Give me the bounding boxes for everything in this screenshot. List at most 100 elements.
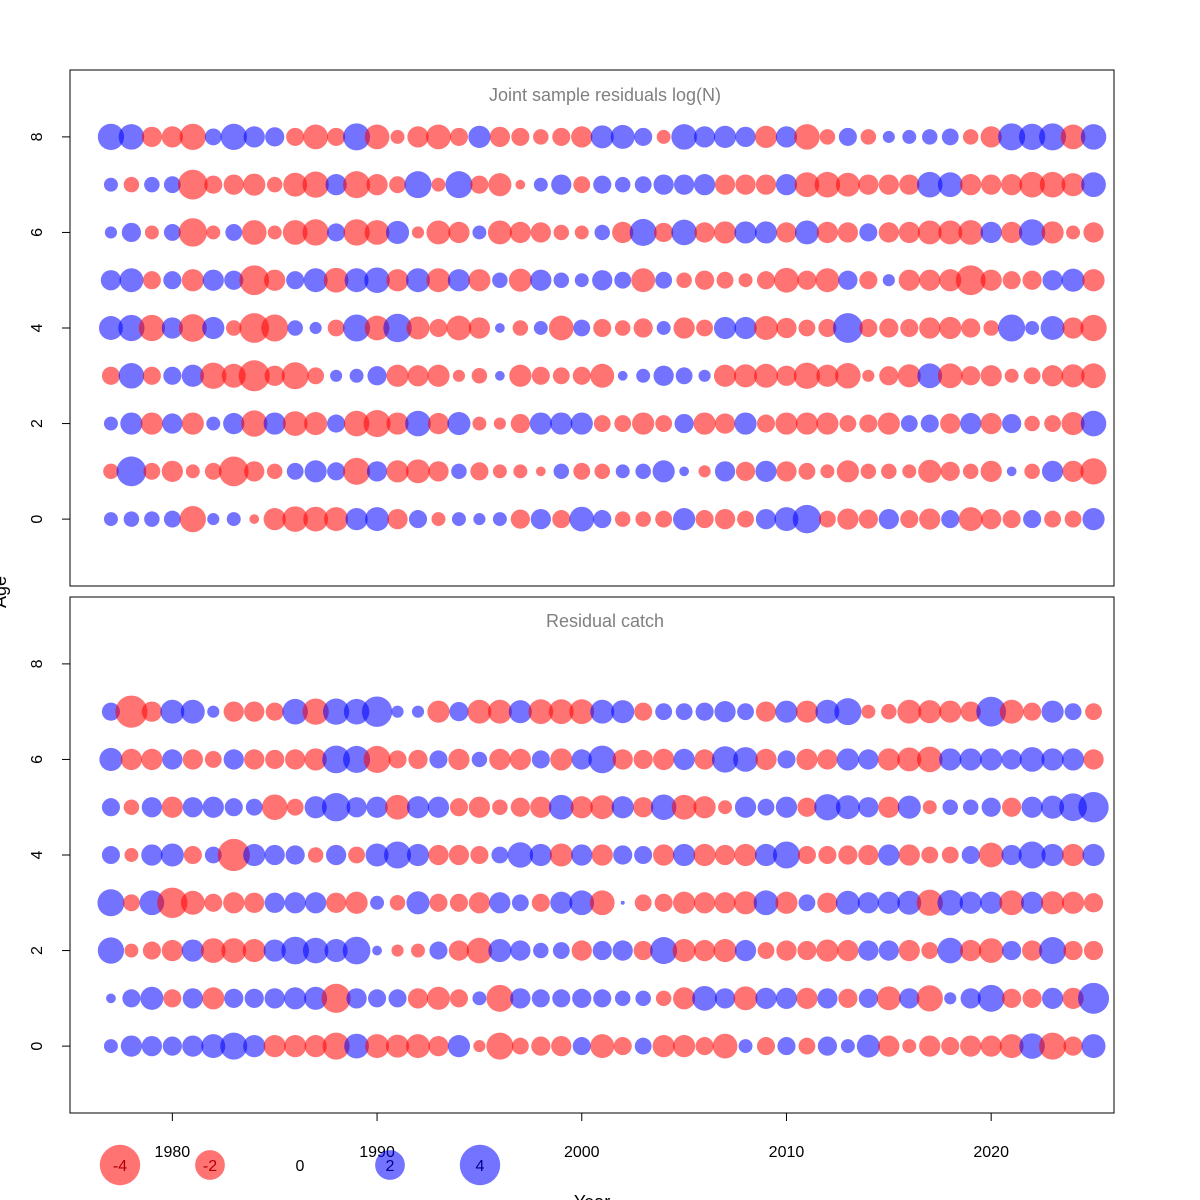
residual-bubble bbox=[182, 749, 203, 770]
residual-bubble bbox=[387, 508, 408, 530]
residual-bubble bbox=[980, 460, 1002, 482]
residual-bubble bbox=[654, 222, 674, 243]
residual-bubble bbox=[161, 126, 183, 148]
residual-bubble bbox=[471, 751, 488, 768]
residual-bubble bbox=[613, 1037, 632, 1056]
residual-bubble bbox=[714, 988, 736, 1009]
residual-bubble bbox=[404, 171, 432, 199]
residual-bubble bbox=[900, 415, 918, 432]
residual-bubble bbox=[1078, 792, 1109, 823]
residual-bubble bbox=[1061, 891, 1085, 914]
residual-bubble bbox=[370, 895, 385, 910]
residual-bubble bbox=[304, 748, 327, 771]
residual-bubble bbox=[838, 270, 858, 290]
residual-bubble bbox=[696, 319, 714, 337]
residual-bubble bbox=[466, 937, 493, 964]
residual-bubble bbox=[384, 841, 412, 869]
residual-bubble bbox=[734, 221, 757, 244]
residual-bubble bbox=[939, 316, 962, 340]
residual-bubble bbox=[281, 362, 309, 390]
residual-bubble bbox=[218, 456, 249, 487]
residual-bubble bbox=[776, 317, 797, 339]
residual-bubble bbox=[655, 510, 673, 528]
residual-bubble bbox=[162, 749, 183, 770]
residual-bubble bbox=[345, 508, 368, 531]
residual-bubble bbox=[447, 412, 471, 436]
residual-bubble bbox=[426, 986, 451, 1010]
residual-bubble bbox=[1061, 268, 1085, 292]
residual-bubble bbox=[916, 889, 943, 916]
residual-bubble bbox=[343, 314, 371, 342]
residual-bubble bbox=[239, 265, 270, 296]
residual-bubble bbox=[919, 317, 941, 339]
residual-bubble bbox=[636, 368, 651, 383]
residual-bubble bbox=[141, 844, 163, 866]
residual-bubble bbox=[878, 1035, 900, 1057]
residual-bubble bbox=[620, 900, 625, 905]
residual-bubble bbox=[754, 843, 778, 867]
residual-bubble bbox=[97, 937, 125, 964]
residual-bubble bbox=[207, 705, 220, 718]
residual-bubble bbox=[838, 988, 858, 1008]
residual-bubble bbox=[1082, 843, 1105, 867]
residual-bubble bbox=[179, 123, 206, 151]
residual-bubble bbox=[941, 846, 959, 864]
residual-bubble bbox=[834, 698, 862, 726]
legend-label: -2 bbox=[203, 1158, 217, 1175]
residual-bubble bbox=[530, 508, 551, 530]
residual-bubble bbox=[899, 988, 920, 1009]
panel-bottom-bubbles bbox=[97, 695, 1110, 1060]
residual-bubble bbox=[571, 749, 592, 770]
residual-bubble bbox=[878, 222, 899, 243]
residual-bubble bbox=[959, 891, 982, 914]
residual-bubble bbox=[160, 843, 184, 867]
residual-bubble bbox=[261, 314, 289, 342]
residual-bubble bbox=[223, 892, 245, 914]
residual-bubble bbox=[569, 890, 595, 916]
residual-bubble bbox=[753, 890, 779, 916]
residual-bubble bbox=[917, 220, 942, 245]
residual-bubble bbox=[103, 1039, 118, 1054]
residual-bubble bbox=[552, 367, 570, 385]
residual-bubble bbox=[733, 891, 758, 915]
residual-bubble bbox=[593, 510, 612, 529]
residual-bubble bbox=[1085, 703, 1102, 721]
residual-bubble bbox=[472, 416, 487, 431]
residual-bubble bbox=[590, 1034, 615, 1059]
panel-bottom-y-axis: 0 2 4 6 8 bbox=[29, 659, 70, 1051]
residual-bubble bbox=[365, 843, 389, 867]
residual-bubble bbox=[941, 510, 960, 529]
residual-bubble bbox=[1083, 940, 1104, 961]
residual-bubble bbox=[713, 125, 737, 148]
residual-bubble bbox=[124, 943, 139, 958]
residual-bubble bbox=[1001, 749, 1022, 770]
residual-bubble bbox=[285, 749, 306, 770]
residual-bubble bbox=[492, 464, 507, 479]
y-tick-label: 0 bbox=[29, 1042, 46, 1051]
residual-bubble bbox=[1061, 843, 1085, 867]
residual-bubble bbox=[737, 703, 754, 721]
legend-bubble bbox=[375, 1150, 405, 1180]
residual-bubble bbox=[528, 699, 554, 725]
residual-bubble bbox=[386, 269, 409, 292]
residual-bubble bbox=[653, 174, 674, 195]
residual-bubble bbox=[204, 128, 222, 146]
residual-bubble bbox=[814, 171, 841, 198]
residual-bubble bbox=[698, 465, 711, 478]
residual-bubble bbox=[309, 321, 322, 335]
residual-bubble bbox=[918, 459, 942, 483]
residual-bubble bbox=[302, 698, 329, 725]
residual-bubble bbox=[937, 890, 964, 916]
residual-bubble bbox=[123, 176, 140, 193]
residual-bubble bbox=[694, 749, 715, 770]
residual-bubble bbox=[919, 269, 941, 291]
residual-bubble bbox=[876, 986, 901, 1011]
residual-bubble bbox=[858, 509, 878, 529]
residual-bubble bbox=[1019, 1033, 1045, 1059]
residual-bubble bbox=[530, 269, 552, 291]
residual-bubble bbox=[1024, 463, 1040, 480]
residual-bubble bbox=[200, 938, 226, 963]
residual-bubble bbox=[570, 412, 593, 435]
residual-bubble bbox=[754, 316, 778, 340]
residual-bubble bbox=[322, 698, 350, 725]
